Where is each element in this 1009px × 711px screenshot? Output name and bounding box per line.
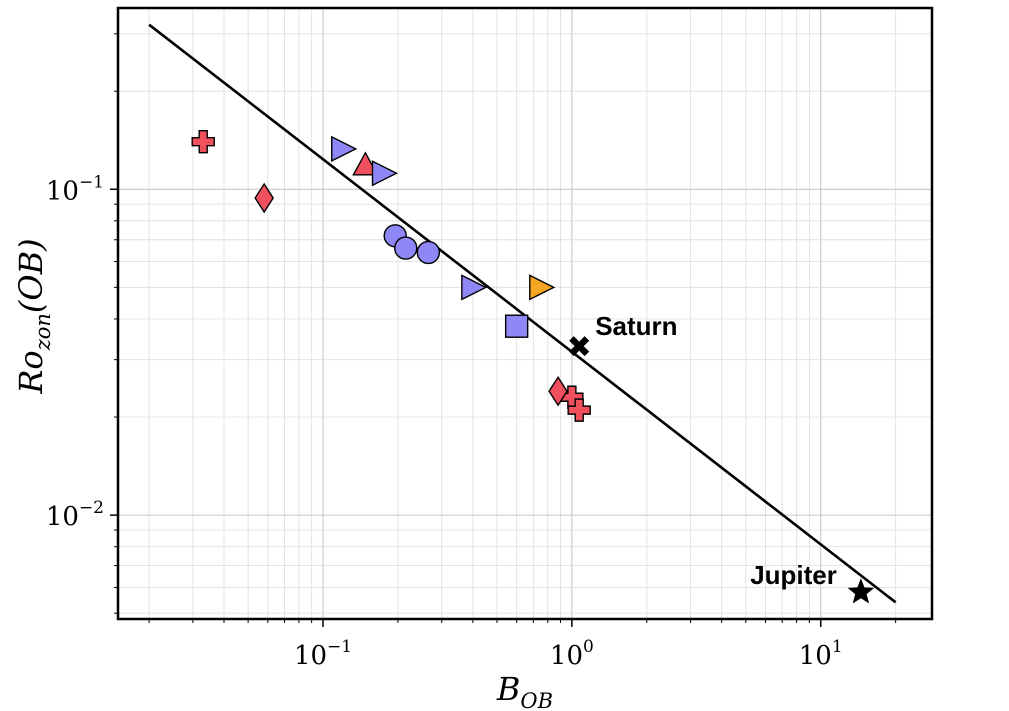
triangle-right-marker <box>331 135 358 163</box>
x-tick-label: 101 <box>799 637 843 671</box>
star-marker <box>847 578 875 604</box>
circle-marker <box>416 240 441 265</box>
annotations: Saturn Jupiter <box>595 311 837 590</box>
triangle-up-marker <box>352 151 379 176</box>
y-tick-base: 10 <box>46 176 79 206</box>
y-tick-exponent: −1 <box>79 172 104 192</box>
x-tick-exponent: 1 <box>832 637 843 657</box>
x-tick-exponent: −1 <box>327 637 352 657</box>
x-axis-ticks: 10−1 100 101 <box>148 619 897 671</box>
fit-line <box>148 23 897 604</box>
y-axis-title-suffix: (OB) <box>12 238 50 313</box>
x-tick-exponent: 0 <box>583 637 594 657</box>
y-axis-title: Rozon(OB) <box>12 238 55 394</box>
y-tick-exponent: −2 <box>79 498 104 518</box>
y-tick-base: 10 <box>46 502 79 532</box>
triangle-right-marker <box>461 274 488 301</box>
square-marker <box>504 314 529 338</box>
markers <box>191 129 875 604</box>
y-axis-title-main: Ro <box>12 350 50 394</box>
x-tick-base: 10 <box>799 641 832 671</box>
y-axis-title-sub: zon <box>31 313 55 351</box>
x-axis-title-main: B <box>496 670 521 708</box>
plus-marker <box>567 398 591 422</box>
x-tick-label: 100 <box>550 637 594 671</box>
grid <box>118 8 932 619</box>
y-tick-label: 10−1 <box>46 172 104 206</box>
circle-marker <box>394 236 418 260</box>
diamond-marker <box>254 182 274 214</box>
jupiter-label: Jupiter <box>750 560 837 590</box>
y-axis-ticks: 10−210−1 <box>46 33 118 614</box>
saturn-label: Saturn <box>595 311 677 341</box>
plot-frame <box>116 6 934 621</box>
fit-line-group <box>148 23 897 604</box>
x-axis-title-sub: OB <box>520 689 553 711</box>
x-marker <box>569 336 590 357</box>
triangle-right-marker <box>529 274 556 301</box>
x-tick-base: 10 <box>550 641 583 671</box>
x-tick-label: 10−1 <box>294 637 352 671</box>
y-tick-label: 10−2 <box>46 498 104 532</box>
x-tick-base: 10 <box>294 641 327 671</box>
triangle-right-marker <box>371 160 399 187</box>
diamond-marker <box>548 375 568 407</box>
plus-marker <box>191 129 215 154</box>
x-axis-title: BOB <box>496 670 553 711</box>
